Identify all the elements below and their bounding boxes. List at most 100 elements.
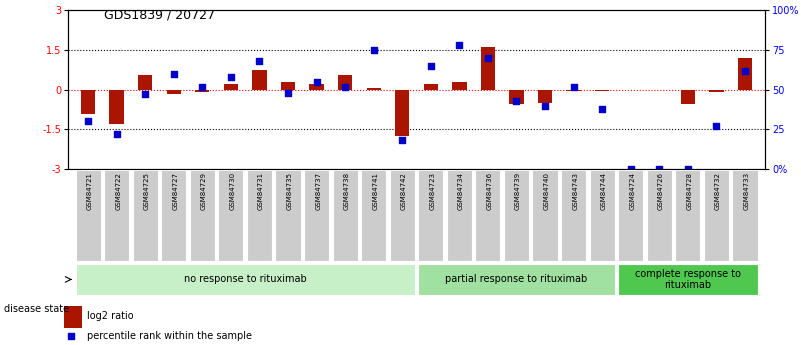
Bar [110,90,124,124]
Bar [538,90,552,103]
FancyBboxPatch shape [646,170,672,261]
Point [196,84,209,89]
Text: GSM84744: GSM84744 [601,172,606,210]
Bar [681,90,695,104]
Point [710,124,723,129]
Text: GSM84733: GSM84733 [743,172,750,210]
FancyBboxPatch shape [75,170,101,261]
Point [310,79,323,85]
Point [481,55,494,61]
FancyBboxPatch shape [533,170,557,261]
Text: GSM84739: GSM84739 [515,172,521,210]
Text: GSM84729: GSM84729 [201,172,207,210]
FancyBboxPatch shape [704,170,729,261]
Point [167,71,180,77]
FancyBboxPatch shape [304,170,329,261]
Point [253,58,266,64]
Bar [367,88,380,90]
Point [567,84,580,89]
Text: GSM84740: GSM84740 [544,172,549,210]
Point [596,106,609,111]
Text: GDS1839 / 20727: GDS1839 / 20727 [104,9,215,22]
Point [653,166,666,172]
Text: GSM84732: GSM84732 [715,172,721,210]
Point [111,131,123,137]
FancyBboxPatch shape [418,264,614,295]
Bar [338,75,352,90]
Text: log2 ratio: log2 ratio [87,311,133,321]
FancyBboxPatch shape [447,170,472,261]
Point [682,166,694,172]
FancyBboxPatch shape [247,170,272,261]
Text: GSM84728: GSM84728 [686,172,692,210]
Text: GSM84731: GSM84731 [258,172,264,210]
Bar [195,90,209,92]
FancyBboxPatch shape [418,170,444,261]
Point [82,119,95,124]
FancyBboxPatch shape [104,170,129,261]
FancyBboxPatch shape [133,170,158,261]
Point [224,74,237,80]
Point [425,63,437,69]
Text: no response to rituximab: no response to rituximab [183,275,307,284]
Text: GSM84726: GSM84726 [658,172,664,210]
Text: GSM84730: GSM84730 [229,172,235,210]
Bar [395,90,409,136]
FancyBboxPatch shape [389,170,415,261]
FancyBboxPatch shape [475,170,501,261]
FancyBboxPatch shape [276,170,300,261]
Bar [595,90,610,91]
FancyBboxPatch shape [618,264,758,295]
Bar [481,47,495,90]
Bar [738,58,752,90]
Text: GSM84727: GSM84727 [172,172,179,210]
FancyBboxPatch shape [618,170,643,261]
FancyBboxPatch shape [561,170,586,261]
Bar [281,82,295,90]
Text: GSM84724: GSM84724 [630,172,635,210]
Point [339,84,352,89]
Bar [64,306,82,328]
Text: GSM84737: GSM84737 [315,172,321,210]
Point [139,92,151,97]
Text: disease state: disease state [4,304,69,314]
Text: GSM84741: GSM84741 [372,172,378,210]
Text: GSM84735: GSM84735 [287,172,292,210]
Point [624,166,637,172]
Text: GSM84742: GSM84742 [400,172,407,210]
FancyBboxPatch shape [219,170,244,261]
Text: GSM84725: GSM84725 [143,172,150,210]
Point [282,90,295,96]
Text: percentile rank within the sample: percentile rank within the sample [87,331,252,341]
FancyBboxPatch shape [75,264,415,295]
FancyBboxPatch shape [361,170,386,261]
Text: GSM84722: GSM84722 [115,172,121,210]
Bar [252,70,267,90]
Bar [167,90,181,93]
Bar [709,90,723,92]
FancyBboxPatch shape [590,170,614,261]
Bar [566,90,581,91]
Point [453,42,465,48]
FancyBboxPatch shape [675,170,700,261]
FancyBboxPatch shape [332,170,358,261]
Text: GSM84738: GSM84738 [344,172,350,210]
FancyBboxPatch shape [732,170,758,261]
Text: partial response to rituximab: partial response to rituximab [445,275,588,284]
Text: GSM84721: GSM84721 [87,172,93,210]
FancyBboxPatch shape [161,170,187,261]
FancyBboxPatch shape [190,170,215,261]
Text: GSM84736: GSM84736 [486,172,493,210]
Bar [453,82,466,90]
Point [396,138,409,143]
Point [510,98,523,104]
FancyBboxPatch shape [504,170,529,261]
Point [538,103,551,108]
Bar [81,90,95,114]
Text: complete response to
rituximab: complete response to rituximab [635,269,741,290]
Bar [138,75,152,90]
Text: GSM84734: GSM84734 [458,172,464,210]
Bar [509,90,524,104]
Text: GSM84723: GSM84723 [429,172,436,210]
Point [368,47,380,53]
